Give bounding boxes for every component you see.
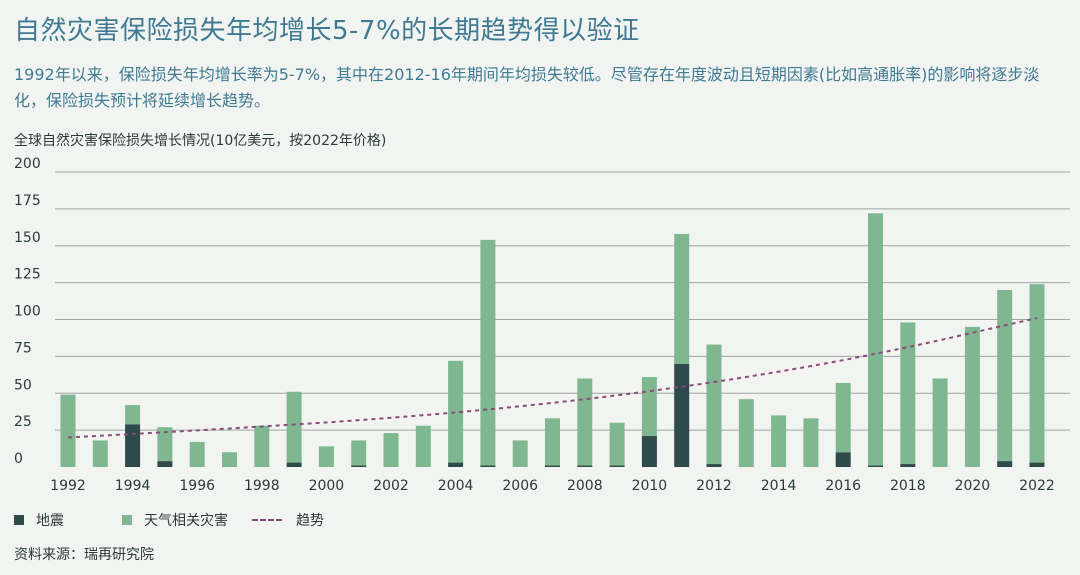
x-tick-label: 2002	[373, 478, 409, 494]
chart-legend: 地震 天气相关灾害 趋势	[14, 510, 614, 532]
x-tick-label: 2000	[309, 478, 345, 494]
bar-weather	[222, 452, 237, 467]
bar-chart: 0 25 50 75 100 125 150 175 200 1992 1994 1996 1998 20…	[14, 156, 1070, 494]
y-tick-label: 125	[14, 267, 41, 283]
bar-earthquake	[157, 461, 173, 467]
bar-weather	[318, 446, 334, 467]
bar-earthquake	[448, 462, 464, 467]
bar-weather	[60, 394, 76, 467]
bar-weather	[641, 377, 657, 437]
bar-weather	[480, 239, 496, 466]
x-tick-label: 1996	[179, 478, 215, 494]
x-tick-label: 1998	[244, 478, 280, 494]
bar-weather	[932, 378, 948, 467]
x-tick-label: 1992	[50, 478, 86, 494]
bar-weather	[835, 382, 851, 453]
x-tick-label: 2020	[955, 478, 991, 494]
bar-weather	[900, 322, 916, 465]
x-tick-label: 2022	[1019, 478, 1055, 494]
y-tick-label: 25	[14, 414, 32, 430]
bar-weather	[609, 422, 625, 466]
bar-earthquake	[868, 465, 883, 467]
bar-earthquake	[125, 424, 141, 467]
bar-weather	[545, 418, 560, 466]
bar-weather	[125, 405, 141, 425]
legend-item-trend: 趋势	[252, 510, 324, 530]
bar-weather	[92, 440, 108, 467]
page-title: 自然灾害保险损失年均增长5-7%的长期趋势得以验证	[14, 16, 640, 46]
bar-weather	[254, 425, 270, 467]
bar-weather	[964, 326, 980, 467]
bar-earthquake	[577, 465, 593, 467]
x-tick-label: 2004	[438, 478, 474, 494]
y-tick-label: 100	[14, 304, 41, 320]
x-tick-label: 2014	[761, 478, 797, 494]
legend-swatch-weather	[122, 515, 132, 525]
bar-earthquake	[641, 436, 657, 467]
bar-earthquake	[706, 464, 722, 467]
legend-swatch-earthquake	[14, 515, 24, 525]
bar-weather	[189, 441, 205, 467]
x-tick-label: 2010	[632, 478, 668, 494]
y-tick-label: 200	[14, 156, 41, 172]
bar-earthquake	[900, 464, 916, 467]
x-tick-label: 2012	[696, 478, 732, 494]
y-tick-label: 50	[14, 377, 32, 393]
bar-weather	[286, 391, 302, 463]
bar-weather	[351, 440, 367, 466]
bar-earthquake	[286, 462, 302, 467]
y-tick-label: 175	[14, 193, 41, 209]
bar-earthquake	[609, 465, 625, 467]
legend-item-weather: 天气相关灾害	[122, 510, 228, 530]
bar-earthquake	[545, 465, 560, 467]
bar-weather	[997, 290, 1013, 462]
bar-weather	[674, 233, 690, 364]
bar-weather	[415, 425, 431, 467]
bar-earthquake	[480, 465, 496, 467]
x-tick-label: 2018	[890, 478, 926, 494]
bar-weather	[383, 433, 399, 467]
x-tick-label: 1994	[115, 478, 151, 494]
page-subtitle: 1992年以来，保险损失年均增长率为5-7%，其中在2012-16年期间年均损失…	[14, 65, 1040, 110]
bar-weather	[577, 378, 593, 466]
legend-label-weather: 天气相关灾害	[144, 513, 228, 529]
trend-line	[67, 317, 1038, 439]
chart-title: 全球自然灾害保险损失增长情况(10亿美元，按2022年价格)	[14, 133, 387, 149]
bar-weather	[738, 399, 754, 467]
bar-weather	[868, 213, 883, 466]
bar-earthquake	[835, 452, 851, 467]
legend-label-earthquake: 地震	[36, 513, 64, 529]
x-tick-label: 2006	[502, 478, 538, 494]
bar-weather	[448, 360, 464, 463]
y-tick-label: 0	[14, 451, 23, 467]
bar-earthquake	[674, 363, 690, 467]
legend-label-trend: 趋势	[296, 513, 324, 529]
source-note: 资料来源：瑞再研究院	[14, 547, 154, 563]
y-tick-label: 75	[14, 340, 32, 356]
bar-earthquake	[351, 465, 367, 467]
legend-swatch-trend	[252, 519, 282, 521]
bar-earthquake	[997, 461, 1013, 467]
x-tick-label: 2016	[825, 478, 861, 494]
legend-item-earthquake: 地震	[14, 510, 64, 530]
bar-weather	[512, 440, 528, 467]
bar-weather	[706, 344, 722, 465]
bar-weather	[157, 427, 173, 462]
bar-weather	[1029, 284, 1045, 463]
bar-weather	[771, 415, 787, 467]
y-tick-label: 150	[14, 230, 41, 246]
bar-earthquake	[1029, 462, 1045, 467]
bar-weather	[803, 418, 819, 467]
x-tick-label: 2008	[567, 478, 603, 494]
